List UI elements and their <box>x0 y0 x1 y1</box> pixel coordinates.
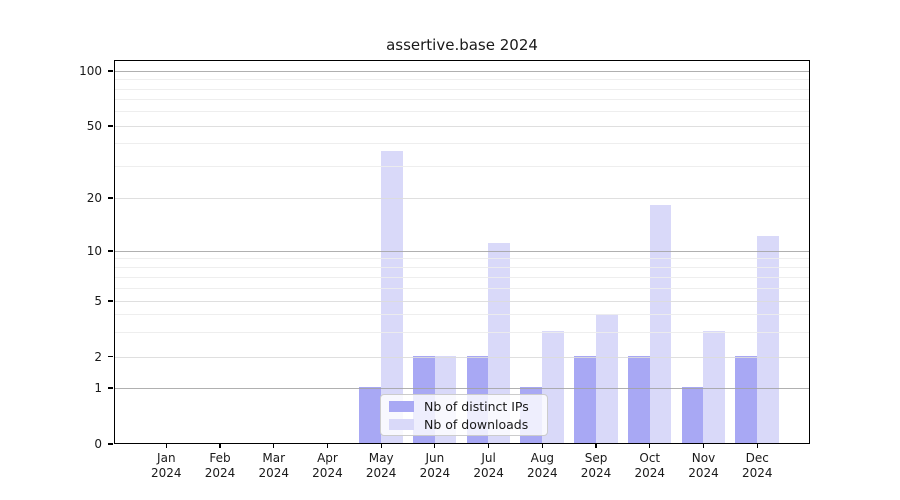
y-tick-label-50: 50 <box>86 119 102 133</box>
gridline-y-4 <box>115 314 809 316</box>
y-tick-label-100: 100 <box>79 64 102 78</box>
x-tick-mark-jun <box>434 444 436 448</box>
y-tick-label-0: 0 <box>94 437 102 451</box>
x-tick-mark-may <box>380 444 382 448</box>
x-tick-mark-nov <box>702 444 705 448</box>
bar-ips-nov <box>681 387 704 443</box>
y-tick-label-1: 1 <box>94 381 102 395</box>
x-tick-mark-dec <box>756 444 758 448</box>
legend-label-distinct-ips: Nb of distinct IPs <box>424 398 529 414</box>
gridline-y-2 <box>115 356 809 358</box>
x-tick-label-sep: Sep 2024 <box>580 451 612 480</box>
bar-downloads-oct <box>649 205 672 443</box>
y-tick-mark-2 <box>108 356 113 358</box>
x-tick-label-aug: Aug 2024 <box>527 451 558 480</box>
gridline-y-9 <box>115 258 809 260</box>
x-tick-mark-oct <box>649 444 651 448</box>
chart-title: assertive.base 2024 <box>386 36 538 54</box>
gridline-y-90 <box>115 79 809 81</box>
gridline-y-60 <box>115 111 809 113</box>
x-tick-label-feb: Feb 2024 <box>204 451 236 480</box>
y-tick-label-2: 2 <box>94 349 102 364</box>
x-tick-label-mar: Mar 2024 <box>258 451 289 480</box>
x-tick-mark-mar <box>273 444 275 448</box>
gridline-y-5 <box>115 300 809 302</box>
legend-label-downloads: Nb of downloads <box>424 416 529 432</box>
bar-ips-oct <box>627 355 650 443</box>
x-tick-label-oct: Oct 2024 <box>634 451 666 480</box>
bar-ips-may <box>359 387 381 443</box>
gridline-y-6 <box>115 287 809 289</box>
x-tick-mark-aug <box>541 444 543 448</box>
y-tick-mark-0 <box>108 443 113 445</box>
gridline-y-30 <box>115 165 809 167</box>
gridline-y-7 <box>115 276 809 278</box>
x-tick-label-apr: Apr 2024 <box>312 451 343 480</box>
gridline-y-50 <box>115 125 809 127</box>
gridline-y-10 <box>115 250 809 252</box>
legend-swatch-downloads-icon <box>389 418 414 430</box>
x-tick-label-jan: Jan 2024 <box>151 451 182 480</box>
bar-downloads-may <box>380 150 403 443</box>
y-tick-mark-20 <box>108 197 113 199</box>
y-tick-mark-10 <box>108 250 113 252</box>
bar-downloads-jul <box>488 242 511 443</box>
x-tick-label-nov: Nov 2024 <box>688 451 719 480</box>
y-tick-mark-5 <box>108 300 113 302</box>
y-tick-label-10: 10 <box>86 244 102 258</box>
bar-ips-sep <box>574 355 596 443</box>
plot-area <box>114 60 810 444</box>
y-tick-label-20: 20 <box>86 191 102 205</box>
y-tick-mark-50 <box>108 125 113 127</box>
y-tick-label-5: 5 <box>94 294 102 308</box>
legend-entry-distinct-ips: Nb of distinct IPs <box>389 399 547 414</box>
x-tick-label-dec: Dec 2024 <box>741 451 773 480</box>
x-tick-mark-jul <box>488 444 490 448</box>
bar-downloads-nov <box>703 331 725 443</box>
x-tick-mark-apr <box>326 444 329 448</box>
y-tick-mark-100 <box>108 70 113 72</box>
x-tick-mark-jan <box>165 444 167 448</box>
bar-downloads-sep <box>595 313 618 443</box>
y-tick-mark-1 <box>108 387 113 389</box>
x-tick-mark-sep <box>595 444 597 448</box>
gridline-y-8 <box>115 266 809 268</box>
x-tick-mark-feb <box>219 444 221 448</box>
gridline-y-70 <box>115 99 809 101</box>
x-tick-label-jul: Jul 2024 <box>473 451 504 480</box>
legend: Nb of distinct IPs Nb of downloads <box>380 394 548 436</box>
gridline-y-1 <box>115 387 809 389</box>
legend-entry-downloads: Nb of downloads <box>389 417 547 432</box>
legend-swatch-distinct-ips-icon <box>389 400 414 412</box>
bar-ips-dec <box>735 355 757 443</box>
gridline-y-20 <box>115 197 809 199</box>
gridline-y-40 <box>115 143 809 145</box>
gridline-y-100 <box>115 70 809 72</box>
x-tick-label-jun: Jun 2024 <box>419 451 451 480</box>
x-tick-label-may: May 2024 <box>365 451 397 480</box>
gridline-y-80 <box>115 88 809 90</box>
gridline-y-3 <box>115 331 809 333</box>
